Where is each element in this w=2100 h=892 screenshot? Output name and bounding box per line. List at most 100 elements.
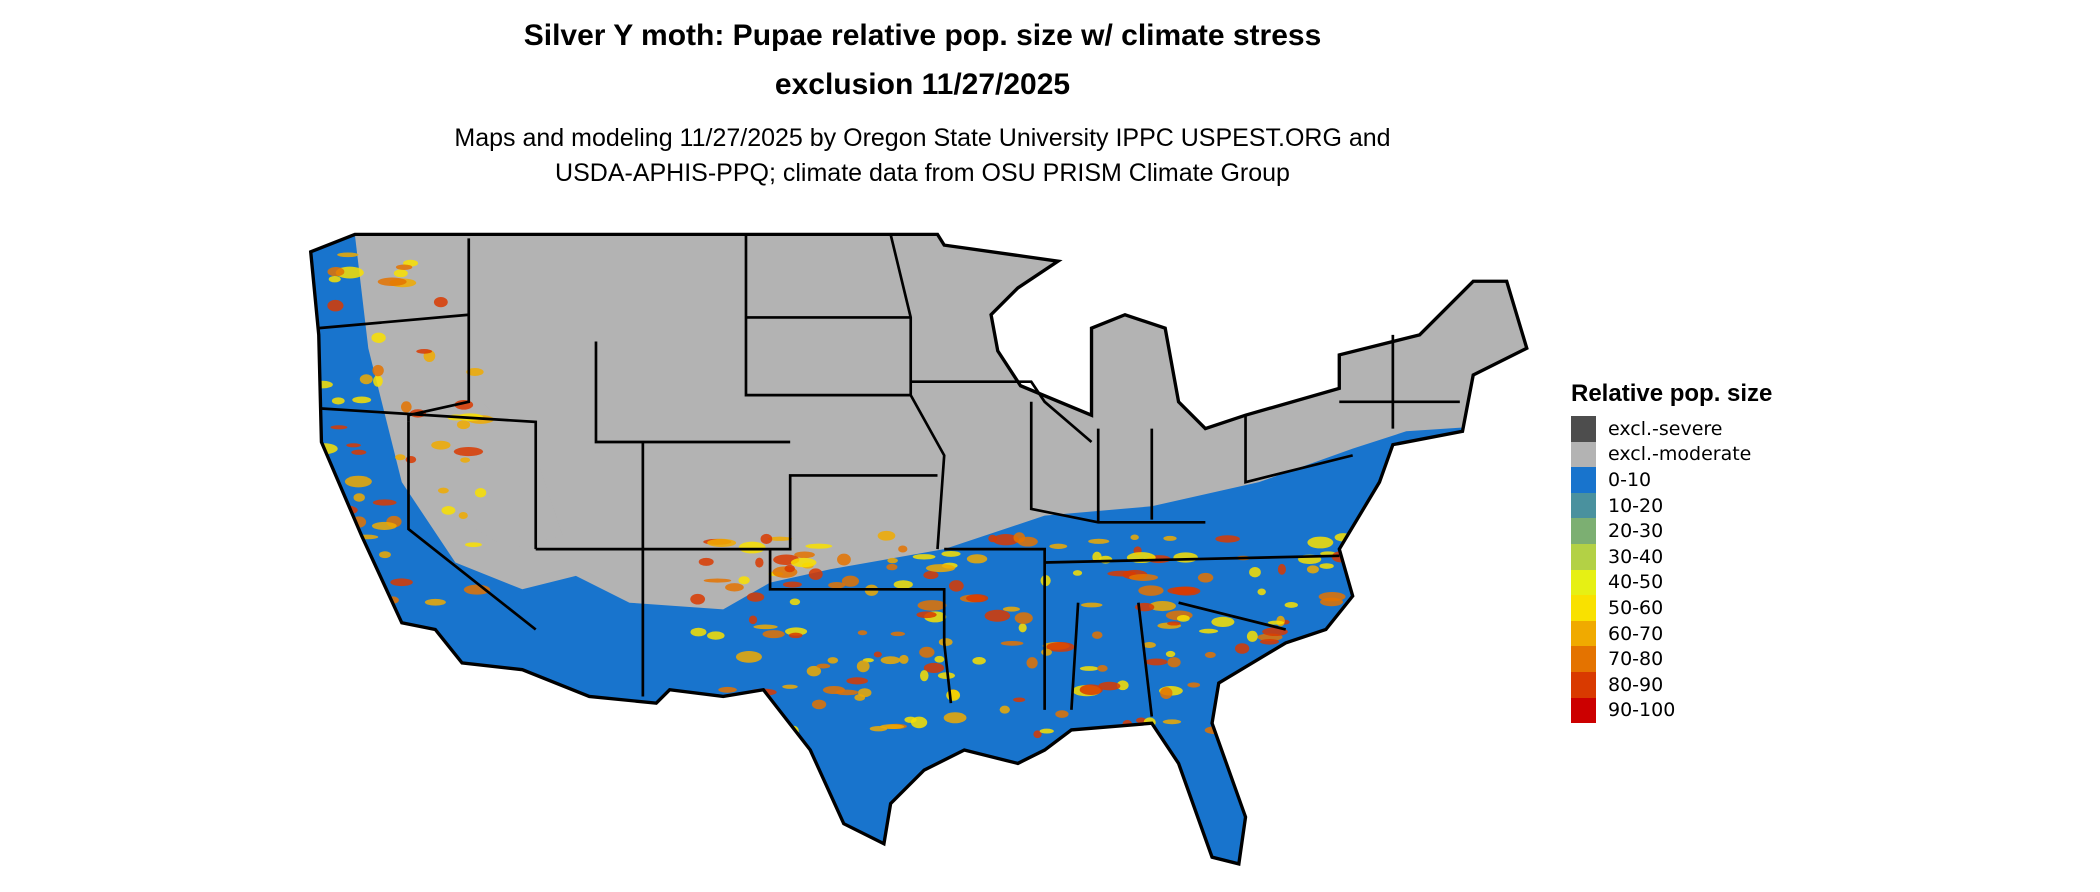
legend-label: 80-90 (1608, 673, 1664, 696)
hotspot (698, 557, 714, 566)
hotspot (1149, 601, 1176, 612)
hotspot (1246, 630, 1258, 642)
hotspot (984, 609, 1011, 622)
hotspot (1026, 657, 1038, 669)
legend-swatch (1571, 671, 1596, 698)
legend-label: 20-30 (1608, 520, 1664, 543)
legend-swatch (1571, 492, 1596, 519)
hotspot (877, 530, 896, 541)
legend-swatch (1571, 441, 1596, 468)
map-subtitle-line2: USDA-APHIS-PPQ; climate data from OSU PR… (555, 159, 1290, 187)
hotspot (405, 455, 417, 464)
hotspot (746, 592, 765, 602)
legend-swatch (1571, 595, 1596, 621)
hotspot (352, 396, 372, 404)
hotspot (331, 397, 345, 405)
hotspot (923, 571, 939, 580)
hotspot (1312, 633, 1334, 644)
hotspot (1014, 612, 1033, 624)
hotspot (767, 536, 793, 541)
hotspot (372, 364, 384, 377)
hotspot (1307, 536, 1334, 549)
hotspot (1306, 565, 1319, 574)
hotspot (1346, 617, 1375, 626)
hotspot (919, 646, 935, 658)
hotspot (1204, 651, 1216, 658)
hotspot (1224, 678, 1253, 691)
hotspot (1162, 719, 1182, 725)
hotspot (887, 557, 898, 564)
hotspot (822, 685, 846, 695)
hotspot (1079, 684, 1103, 696)
hotspot (816, 663, 831, 669)
hotspot (1220, 684, 1246, 694)
hotspot (1079, 666, 1099, 671)
hotspot (966, 554, 988, 564)
hotspot (1290, 641, 1310, 653)
hotspot (372, 499, 397, 506)
hotspot (1000, 640, 1024, 646)
hotspot (856, 660, 870, 673)
hotspot (1197, 572, 1214, 583)
hotspot (755, 557, 764, 568)
hotspot (910, 716, 928, 729)
hotspot (1049, 543, 1068, 549)
legend-item: 50-60 (1571, 595, 1772, 621)
hotspot (805, 543, 833, 549)
hotspot (1344, 657, 1359, 664)
hotspot (934, 655, 945, 663)
hotspot (1267, 695, 1278, 700)
hotspot (857, 630, 868, 636)
hotspot (390, 578, 413, 587)
legend-item: 0-10 (1571, 467, 1772, 493)
hotspot (1277, 563, 1286, 575)
hotspot (920, 670, 929, 682)
hotspot (1218, 730, 1229, 739)
hotspot (854, 694, 866, 701)
hotspot (395, 264, 413, 270)
legend-swatch (1571, 569, 1596, 596)
hotspot (377, 277, 407, 286)
hotspot (359, 374, 373, 385)
hotspot (393, 269, 408, 278)
hotspot (912, 554, 936, 560)
hotspot (1092, 551, 1102, 563)
hotspot (937, 672, 955, 680)
hotspot (1138, 585, 1164, 596)
hotspot (1046, 641, 1075, 652)
hotspot (782, 684, 798, 689)
map-title-line1: Silver Y moth: Pupae relative pop. size … (523, 19, 1322, 52)
legend-label: 90-100 (1608, 699, 1676, 722)
hotspot (753, 624, 778, 630)
map-title-line2: exclusion 11/27/2025 (774, 68, 1071, 101)
hotspot (808, 568, 823, 580)
hotspot (917, 600, 947, 611)
hotspot (1165, 650, 1176, 658)
hotspot (789, 598, 801, 606)
hotspot (1329, 693, 1358, 700)
hotspot (806, 665, 822, 677)
hotspot (1187, 682, 1201, 688)
hotspot (1176, 615, 1190, 622)
hotspot (923, 662, 945, 673)
hotspot (1244, 681, 1268, 691)
hotspot (846, 677, 868, 685)
hotspot (735, 651, 762, 663)
hotspot (948, 580, 964, 592)
hotspot (327, 299, 344, 312)
hotspot (1129, 573, 1159, 581)
hotspot (893, 580, 913, 589)
legend-label: 30-40 (1608, 545, 1664, 568)
hotspot (465, 542, 482, 548)
hotspot (352, 552, 365, 557)
hotspot (1267, 620, 1285, 625)
hotspot (760, 533, 773, 545)
hotspot (458, 512, 468, 519)
hotspot (401, 401, 412, 413)
hotspot (431, 440, 451, 450)
hotspot (1116, 680, 1129, 691)
hotspot (869, 725, 888, 732)
hotspot (788, 632, 803, 639)
hotspot (1145, 658, 1168, 666)
legend-label: 50-60 (1608, 596, 1664, 619)
